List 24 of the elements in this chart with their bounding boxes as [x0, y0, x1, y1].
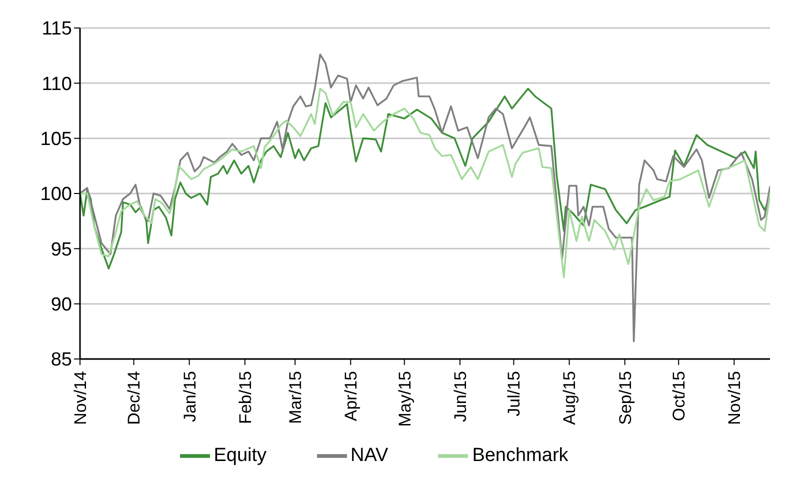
legend-label: Equity — [214, 445, 267, 466]
x-tick-label: Mar/15 — [286, 371, 306, 424]
y-tick-label: 105 — [40, 129, 72, 150]
x-tick-label: Apr/15 — [342, 371, 361, 422]
y-tick-label: 85 — [50, 350, 72, 371]
line-series — [80, 54, 770, 342]
legend-label: Benchmark — [472, 445, 568, 466]
x-tick-label: Dec/14 — [124, 371, 144, 425]
x-tick-label: Feb/15 — [236, 371, 255, 424]
y-tick-label: 115 — [42, 18, 72, 40]
y-tick-label: 95 — [50, 239, 72, 260]
x-tick-label: Nov/14 — [70, 371, 90, 425]
x-tick-label: Oct/15 — [670, 371, 689, 422]
x-tick-label: Nov/15 — [725, 371, 744, 425]
legend-label: NAV — [350, 445, 388, 466]
x-tick-label: Sep/15 — [616, 371, 635, 425]
y-tick-label: 110 — [42, 74, 72, 95]
x-tick-label: Aug/15 — [560, 371, 580, 425]
x-tick-label: Jun/15 — [450, 371, 470, 422]
x-tick-label: Jul/15 — [504, 371, 524, 416]
x-tick-label: May/15 — [395, 371, 414, 427]
y-tick-label: 100 — [40, 184, 72, 206]
x-tick-label: Jan/15 — [180, 371, 200, 422]
y-tick-label: 90 — [50, 294, 72, 316]
